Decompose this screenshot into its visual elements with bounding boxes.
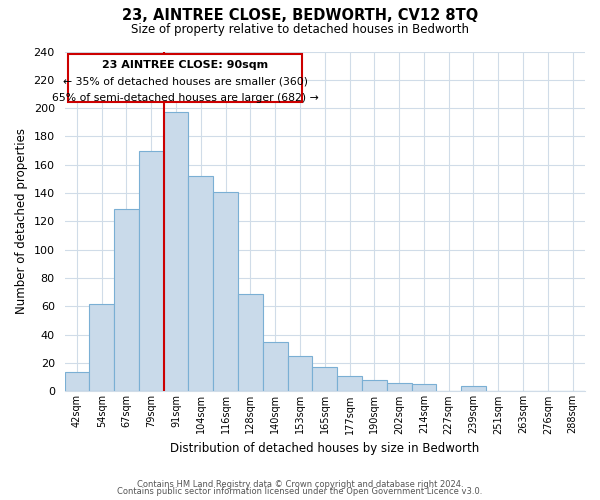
Bar [238, 294, 263, 392]
Bar [461, 386, 486, 392]
Text: 65% of semi-detached houses are larger (682) →: 65% of semi-detached houses are larger (… [52, 92, 319, 102]
Bar [164, 112, 188, 392]
Text: ← 35% of detached houses are smaller (360): ← 35% of detached houses are smaller (36… [63, 77, 308, 87]
Bar [65, 372, 89, 392]
Y-axis label: Number of detached properties: Number of detached properties [15, 128, 28, 314]
Text: Contains public sector information licensed under the Open Government Licence v3: Contains public sector information licen… [118, 488, 482, 496]
Bar [362, 380, 387, 392]
Text: 23, AINTREE CLOSE, BEDWORTH, CV12 8TQ: 23, AINTREE CLOSE, BEDWORTH, CV12 8TQ [122, 8, 478, 22]
Text: 23 AINTREE CLOSE: 90sqm: 23 AINTREE CLOSE: 90sqm [102, 60, 268, 70]
Bar [213, 192, 238, 392]
Text: Contains HM Land Registry data © Crown copyright and database right 2024.: Contains HM Land Registry data © Crown c… [137, 480, 463, 489]
X-axis label: Distribution of detached houses by size in Bedworth: Distribution of detached houses by size … [170, 442, 479, 455]
Text: Size of property relative to detached houses in Bedworth: Size of property relative to detached ho… [131, 22, 469, 36]
Bar [287, 356, 313, 392]
Bar [412, 384, 436, 392]
Bar [337, 376, 362, 392]
Bar [139, 150, 164, 392]
Bar [313, 368, 337, 392]
Bar [387, 383, 412, 392]
Bar [263, 342, 287, 392]
Bar [89, 304, 114, 392]
Bar [114, 208, 139, 392]
FancyBboxPatch shape [68, 54, 302, 102]
Bar [188, 176, 213, 392]
